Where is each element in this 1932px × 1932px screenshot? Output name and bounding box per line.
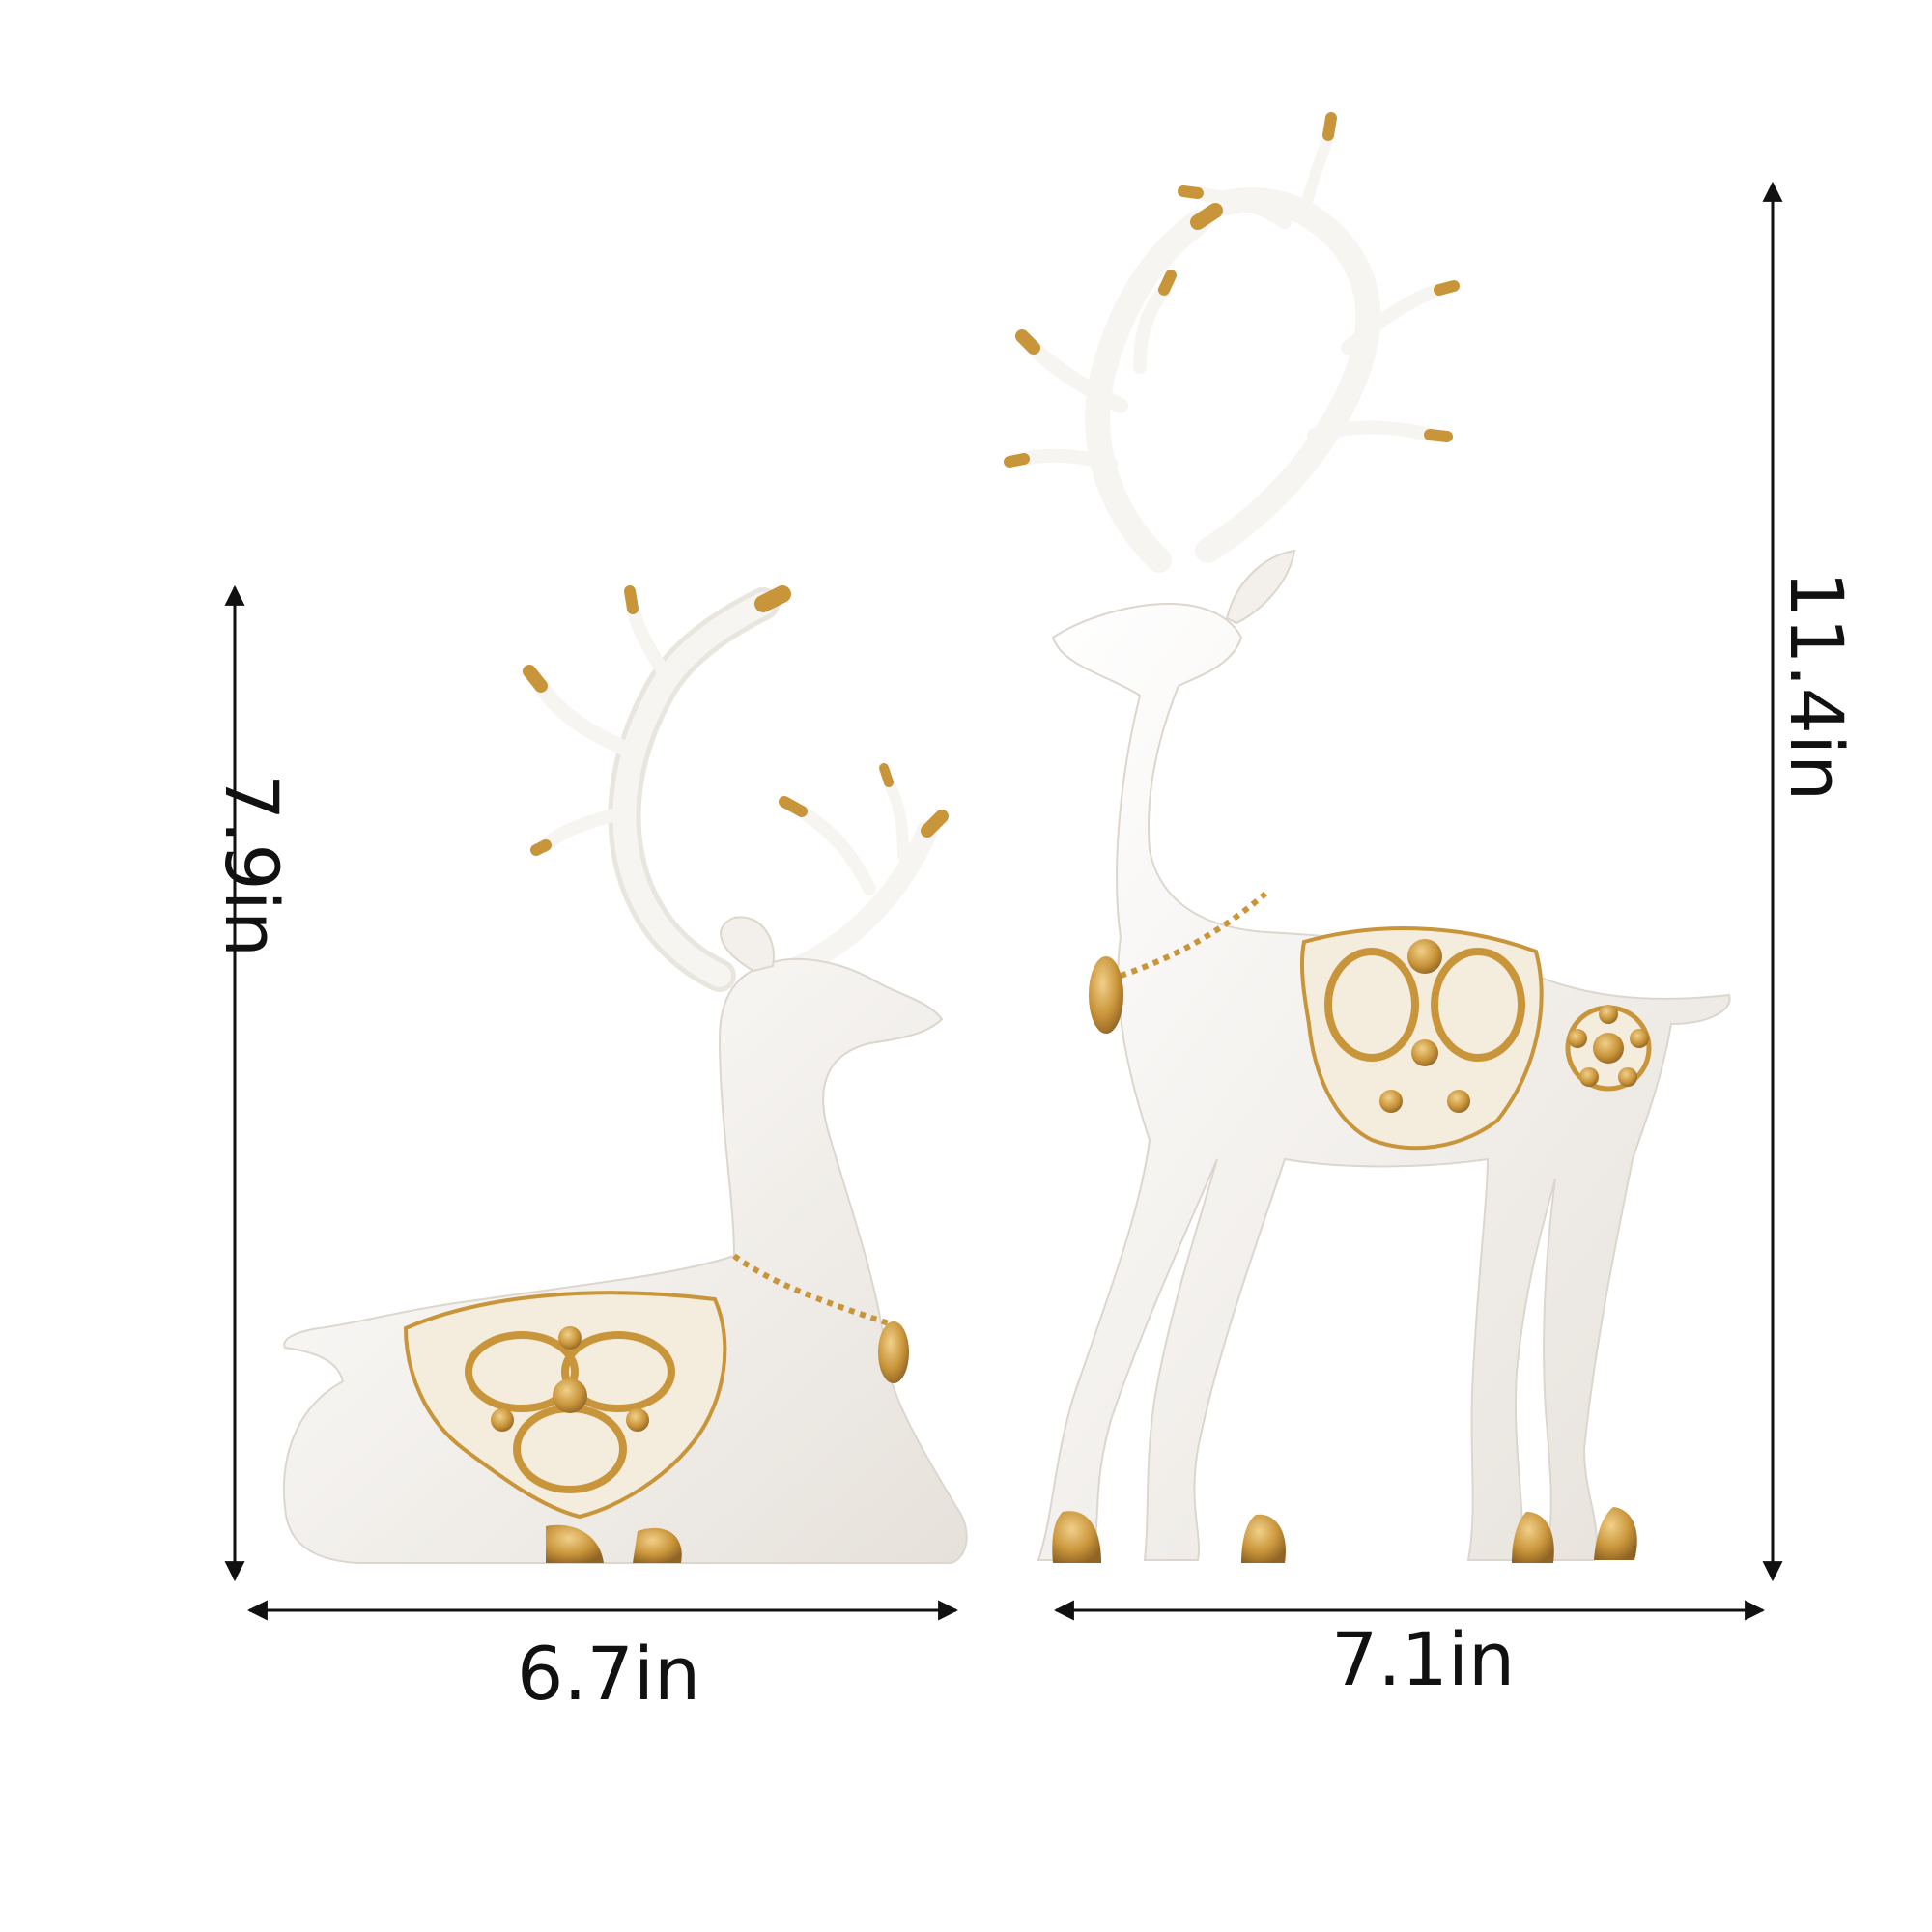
- lying-deer-saddle: [403, 1291, 727, 1520]
- lying-deer-height-label: 7.9in: [209, 773, 295, 958]
- standing-deer-hoof-2: [1241, 1514, 1286, 1563]
- lying-deer-hoof-rear: [633, 1527, 682, 1563]
- lying-deer-hoof-front: [546, 1524, 604, 1563]
- standing-deer-figurine: [1004, 112, 1731, 1563]
- standing-deer-saddle: [1299, 926, 1544, 1151]
- lying-deer-figurine: [282, 585, 968, 1564]
- standing-deer-hoof-1: [1052, 1511, 1101, 1563]
- standing-deer-hoof-3: [1512, 1512, 1554, 1563]
- standing-deer-height-label: 11.4in: [1774, 570, 1860, 802]
- standing-deer-antlers: [1004, 112, 1460, 573]
- lying-deer-width-label: 6.7in: [517, 1631, 701, 1717]
- standing-deer-hoof-4: [1594, 1507, 1637, 1560]
- standing-deer-hip-flower: [1565, 1005, 1652, 1092]
- standing-deer-width-label: 7.1in: [1331, 1616, 1516, 1702]
- standing-deer-ear: [1225, 549, 1296, 625]
- lying-deer-ear: [720, 916, 775, 973]
